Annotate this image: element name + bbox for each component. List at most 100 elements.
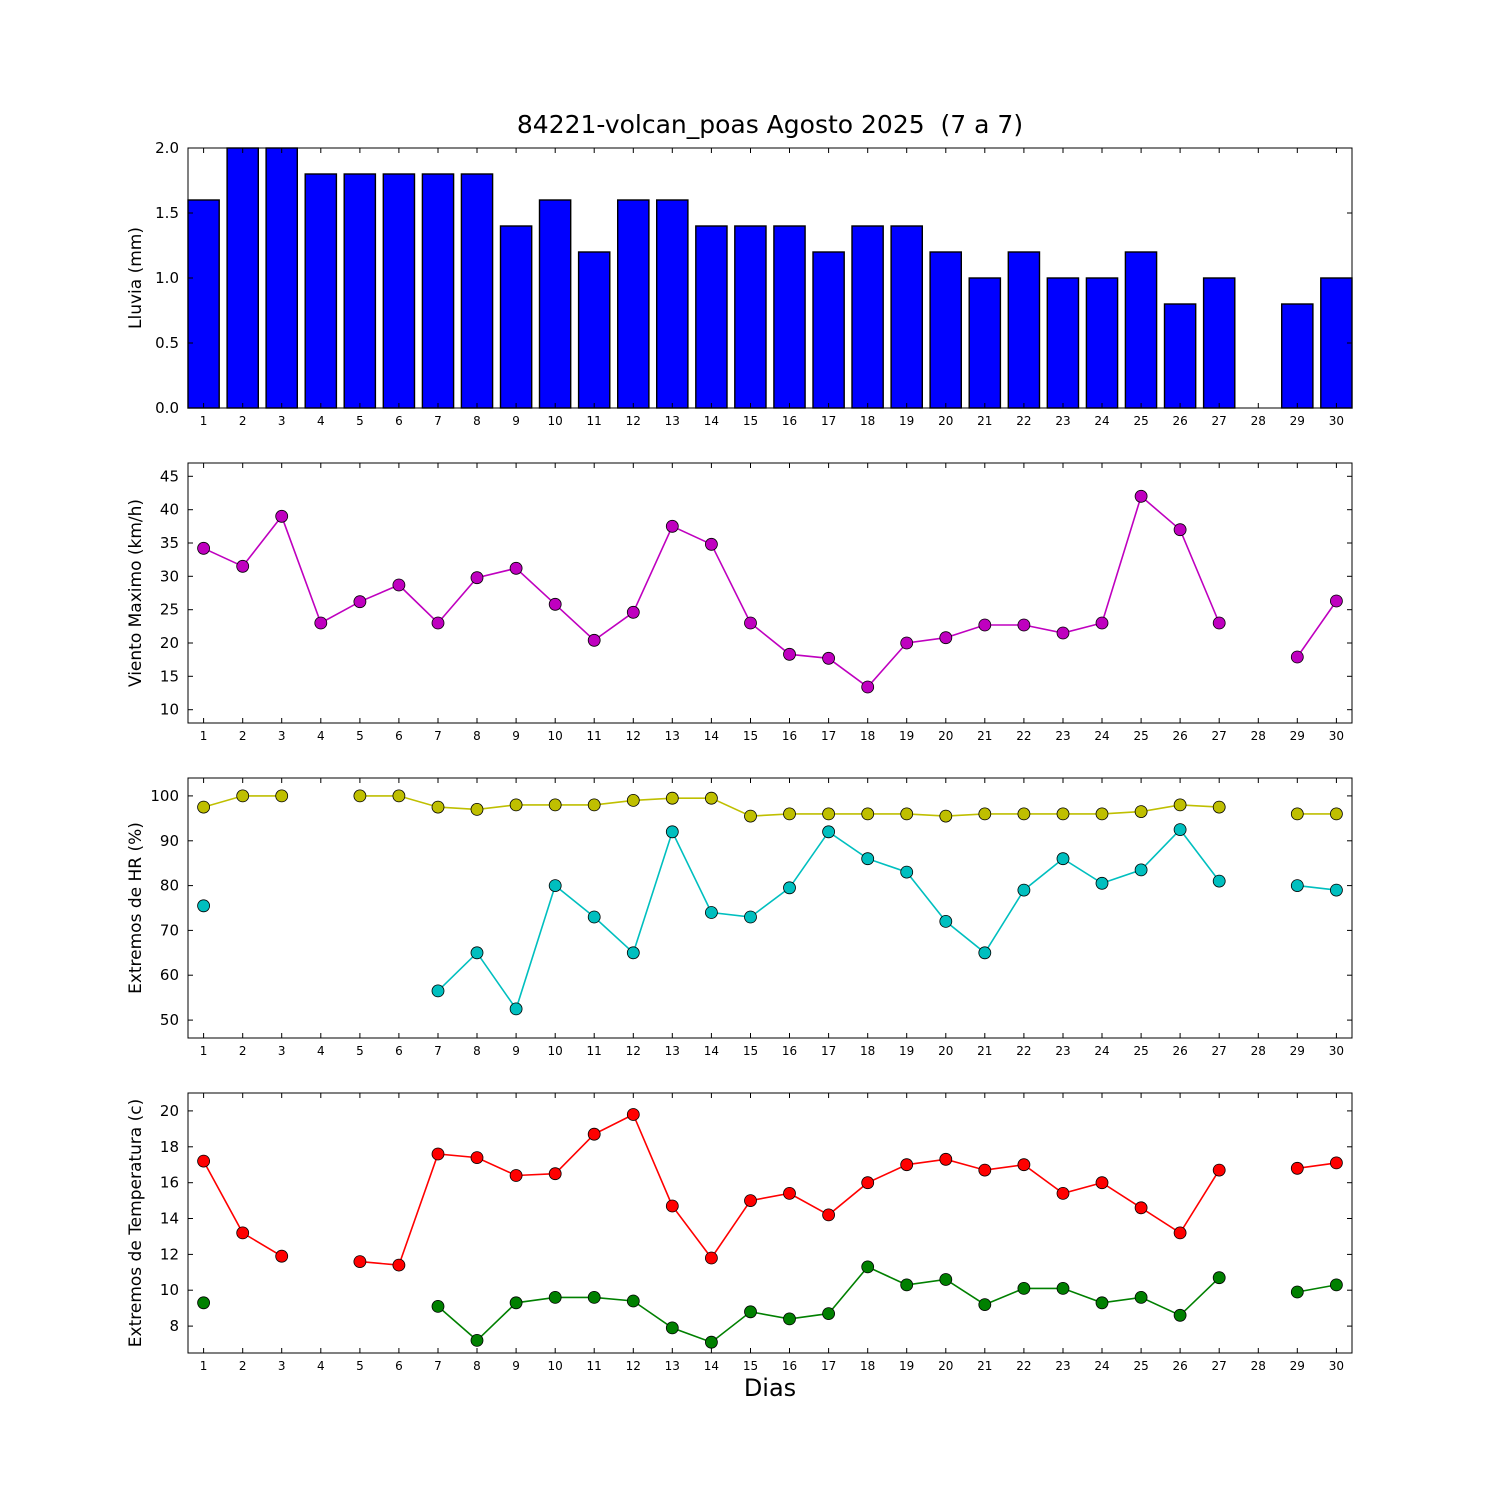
- bar-day-16: [773, 225, 806, 409]
- svg-text:1: 1: [200, 1359, 208, 1373]
- hr-maxima-marker-day-21: [978, 807, 992, 821]
- svg-text:13: 13: [665, 414, 680, 428]
- svg-text:13: 13: [665, 729, 680, 743]
- svg-text:12: 12: [160, 1245, 179, 1263]
- y-axis-label-hr: Extremos de HR (%): [126, 822, 146, 994]
- hr-minima-marker-day-12: [626, 946, 640, 960]
- svg-text:23: 23: [1055, 1044, 1070, 1058]
- hr-minima-marker-day-17: [822, 825, 835, 839]
- svg-text:18: 18: [860, 1359, 875, 1373]
- temperatura-maxima-marker-day-16: [783, 1187, 796, 1200]
- temperatura-maxima-marker-day-2: [236, 1226, 250, 1240]
- hr-maxima-marker-day-1: [197, 800, 211, 814]
- viento-maximo-marker-day-16: [783, 647, 796, 661]
- svg-text:18: 18: [860, 1044, 875, 1058]
- tick-marks: [188, 778, 1352, 1038]
- hr-maxima-marker-day-19: [900, 807, 914, 821]
- svg-text:3: 3: [278, 414, 286, 428]
- temperatura-maxima-marker-day-14: [705, 1251, 718, 1265]
- svg-text:0.0: 0.0: [155, 399, 179, 417]
- temperatura-maxima-marker-day-20: [939, 1152, 953, 1166]
- svg-text:28: 28: [1251, 1359, 1266, 1373]
- hr-maxima-marker-day-11: [587, 798, 601, 812]
- svg-text:11: 11: [587, 1359, 602, 1373]
- svg-text:8: 8: [473, 729, 481, 743]
- temperatura-minima-marker-day-19: [900, 1278, 914, 1292]
- hr-minima-marker-day-27: [1212, 874, 1226, 888]
- svg-text:17: 17: [821, 1044, 836, 1058]
- svg-text:4: 4: [317, 1359, 325, 1373]
- svg-text:22: 22: [1016, 729, 1031, 743]
- temperatura-maxima-marker-day-10: [548, 1167, 562, 1181]
- temperatura-maxima-marker-day-22: [1017, 1158, 1031, 1172]
- bar-day-6: [382, 173, 416, 409]
- y-axis-label-temperatura: Extremos de Temperatura (c): [126, 1098, 146, 1348]
- svg-text:6: 6: [395, 1359, 403, 1373]
- x-tick-labels: 1 2 3 4 5 6 7 8 9 10 11 12 13 14 15 16 17 18 19 20 21 22 23 24 2…: [200, 729, 1344, 743]
- bar-day-26: [1163, 303, 1197, 409]
- hr-maxima-marker-day-24: [1095, 807, 1109, 821]
- hr-minima-marker-day-15: [744, 910, 757, 924]
- svg-text:20: 20: [160, 634, 179, 652]
- svg-text:8: 8: [473, 1044, 481, 1058]
- temperatura-maxima-marker-day-9: [509, 1169, 523, 1182]
- series-hr-maxima: [197, 789, 1343, 823]
- svg-text:100: 100: [150, 787, 179, 805]
- hr-maxima-marker-day-29: [1290, 807, 1304, 821]
- svg-text:2: 2: [239, 1044, 247, 1058]
- temperatura-maxima-marker-day-18: [861, 1176, 875, 1190]
- svg-text:50: 50: [160, 1011, 179, 1029]
- svg-text:21: 21: [977, 414, 992, 428]
- svg-text:6: 6: [395, 1044, 403, 1058]
- svg-text:4: 4: [317, 1044, 325, 1058]
- svg-text:16: 16: [160, 1174, 179, 1192]
- hr-maxima-marker-day-10: [548, 798, 562, 812]
- temperatura-maxima-marker-day-25: [1134, 1201, 1148, 1215]
- temperatura-minima-marker-day-17: [822, 1307, 835, 1320]
- temperatura-minima-marker-day-26: [1173, 1308, 1187, 1322]
- hr-maxima-marker-day-17: [822, 807, 835, 821]
- svg-text:14: 14: [704, 729, 719, 743]
- temperatura-minima-marker-day-21: [978, 1298, 992, 1311]
- temperatura-maxima-marker-day-17: [822, 1208, 835, 1222]
- svg-text:12: 12: [626, 1044, 641, 1058]
- svg-text:80: 80: [160, 877, 179, 895]
- svg-text:19: 19: [899, 1044, 914, 1058]
- svg-text:60: 60: [160, 966, 179, 984]
- svg-text:25: 25: [160, 601, 179, 619]
- svg-text:6: 6: [395, 414, 403, 428]
- svg-text:22: 22: [1016, 414, 1031, 428]
- svg-text:13: 13: [665, 1044, 680, 1058]
- bar-day-2: [226, 147, 260, 409]
- svg-text:6: 6: [395, 729, 403, 743]
- temperatura-maxima-marker-day-1: [197, 1154, 211, 1168]
- viento-maximo-marker-day-23: [1056, 626, 1070, 640]
- hr-minima-line: [437, 828, 1337, 1011]
- temperatura-minima-marker-day-10: [548, 1291, 562, 1304]
- rain-bars: [187, 147, 1353, 409]
- viento-maximo-marker-day-25: [1134, 489, 1148, 503]
- temperatura-minima-marker-day-7: [431, 1300, 445, 1313]
- svg-text:8: 8: [169, 1317, 179, 1335]
- svg-text:29: 29: [1290, 414, 1305, 428]
- svg-text:9: 9: [512, 1044, 520, 1058]
- svg-text:2: 2: [239, 729, 247, 743]
- hr-minima-marker-day-9: [509, 1002, 523, 1016]
- viento-maximo-marker-day-19: [900, 636, 914, 650]
- hr-minima-marker-day-18: [861, 852, 875, 866]
- hr-minima-marker-day-10: [548, 879, 562, 892]
- svg-text:20: 20: [938, 414, 953, 428]
- svg-text:5: 5: [356, 1044, 364, 1058]
- figure-title: 84221-volcan_poas Agosto 2025 (7 a 7): [516, 110, 1024, 139]
- temperatura-minima-marker-day-9: [509, 1296, 523, 1310]
- hr-maxima-marker-day-12: [626, 794, 640, 807]
- y-axis-label-lluvia: Lluvia (mm): [126, 227, 146, 329]
- tick-marks: [188, 1093, 1352, 1353]
- svg-text:40: 40: [160, 501, 179, 519]
- svg-text:2: 2: [239, 414, 247, 428]
- temperatura-minima-marker-day-30: [1330, 1278, 1343, 1292]
- hr-maxima-marker-day-16: [783, 807, 796, 821]
- viento-maximo-line: [203, 494, 1338, 689]
- svg-text:13: 13: [665, 1359, 680, 1373]
- hr-minima-marker-day-21: [978, 946, 992, 960]
